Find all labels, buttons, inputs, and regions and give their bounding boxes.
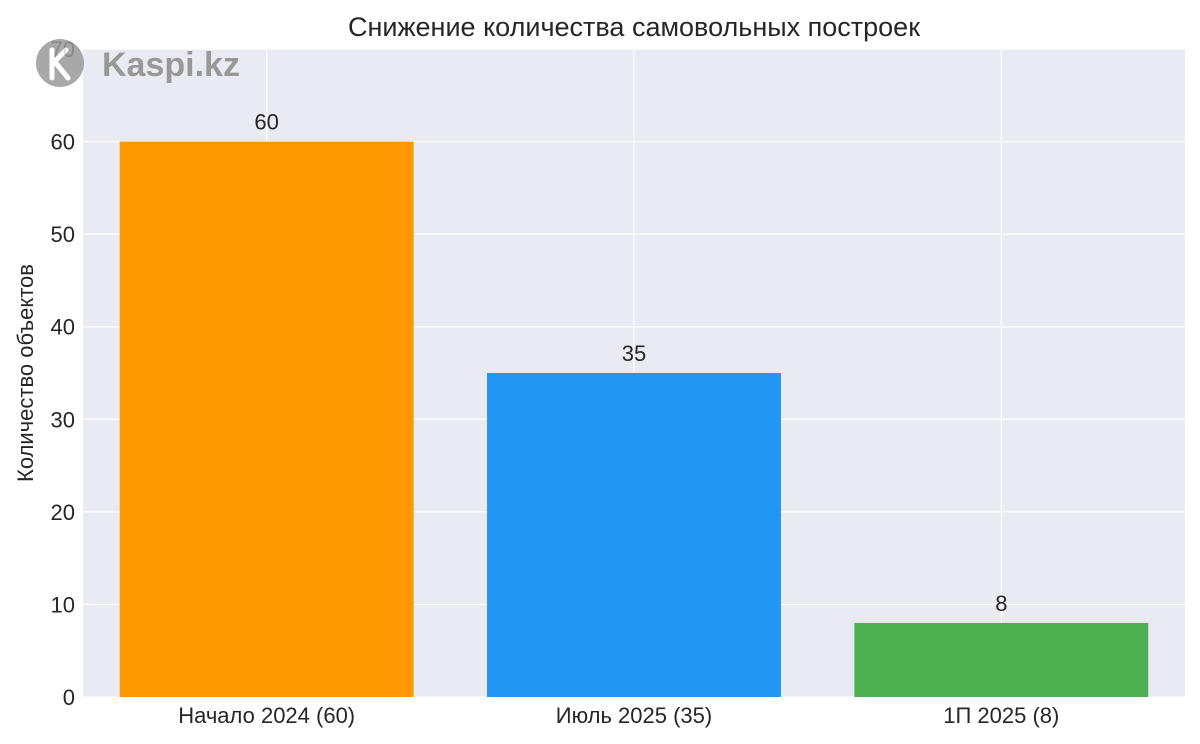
bar-value-label: 60	[254, 110, 278, 135]
y-tick-label: 30	[51, 407, 75, 432]
y-tick-label: 10	[51, 592, 75, 617]
watermark-logo: Kaspi.kz	[36, 39, 240, 87]
watermark-text: Kaspi.kz	[102, 46, 240, 84]
bars	[119, 141, 1149, 698]
bar	[119, 141, 414, 698]
bar-value-label: 8	[995, 591, 1007, 616]
x-tick-label: Июль 2025 (35)	[556, 703, 712, 728]
bar-value-labels: 60 35 8	[254, 110, 1007, 616]
y-tick-label: 0	[63, 685, 75, 710]
chart-title: Снижение количества самовольных построек	[348, 12, 920, 42]
y-tick-label: 60	[51, 130, 75, 155]
bar-value-label: 35	[622, 341, 646, 366]
x-axis-ticks: Начало 2024 (60) Июль 2025 (35) 1П 2025 (8…	[178, 703, 1059, 728]
x-tick-label: Начало 2024 (60)	[178, 703, 355, 728]
bar	[854, 622, 1149, 697]
y-tick-label: 50	[51, 222, 75, 247]
y-tick-label: 40	[51, 315, 75, 340]
x-tick-label: 1П 2025 (8)	[943, 703, 1059, 728]
y-axis-label: Количество объектов	[13, 264, 38, 482]
y-axis-ticks: 010203040506070	[51, 37, 75, 710]
kaspi-logo-icon	[36, 39, 84, 87]
kaspi-logo-glyph	[49, 47, 71, 81]
bar	[487, 373, 781, 697]
y-tick-label: 20	[51, 500, 75, 525]
